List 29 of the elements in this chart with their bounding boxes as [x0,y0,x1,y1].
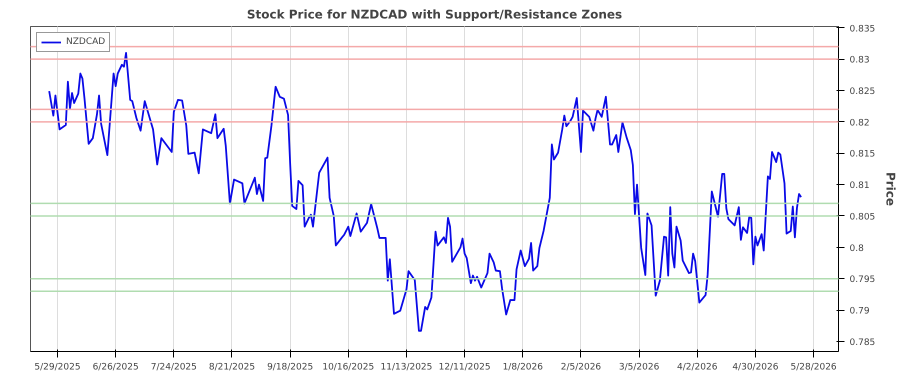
y-tick-label: 0.785 [850,338,876,348]
x-tick-label: 6/26/2025 [92,362,139,372]
y-tick-label: 0.82 [850,118,870,128]
y-tick-label: 0.795 [850,275,876,286]
y-tick-label: 0.83 [850,56,870,66]
x-tick-label: 1/8/2026 [502,362,544,372]
x-tick-label: 12/11/2025 [438,362,491,372]
x-tick-label: 10/16/2025 [322,362,374,372]
y-tick-label: 0.825 [850,86,876,97]
x-tick-label: 11/13/2025 [380,362,432,372]
y-tick-label: 0.8 [850,244,864,254]
x-tick-label: 3/5/2026 [618,362,660,372]
x-tick-label: 7/24/2025 [150,362,197,372]
x-tick-label: 8/21/2025 [208,362,256,372]
x-tick-label: 2/5/2026 [560,362,602,372]
legend-label: NZDCAD [66,37,106,47]
y-tick-label: 0.805 [850,212,876,222]
y-tick-label: 0.835 [850,24,876,34]
line-series [48,52,802,332]
y-axis-title: Price [883,172,898,206]
x-tick-label: 4/30/2026 [732,362,779,372]
x-tick-label: 9/18/2025 [267,362,314,372]
y-tick-label: 0.81 [850,181,870,192]
y-tick-label: 0.79 [850,306,870,317]
y-tick-label: 0.815 [850,150,876,160]
x-tick-label: 4/2/2026 [677,362,718,372]
x-tick-label: 5/29/2025 [34,362,81,372]
x-tick-label: 5/28/2026 [790,362,837,372]
chart-title: Stock Price for NZDCAD with Support/Resistance Zones [246,8,622,22]
